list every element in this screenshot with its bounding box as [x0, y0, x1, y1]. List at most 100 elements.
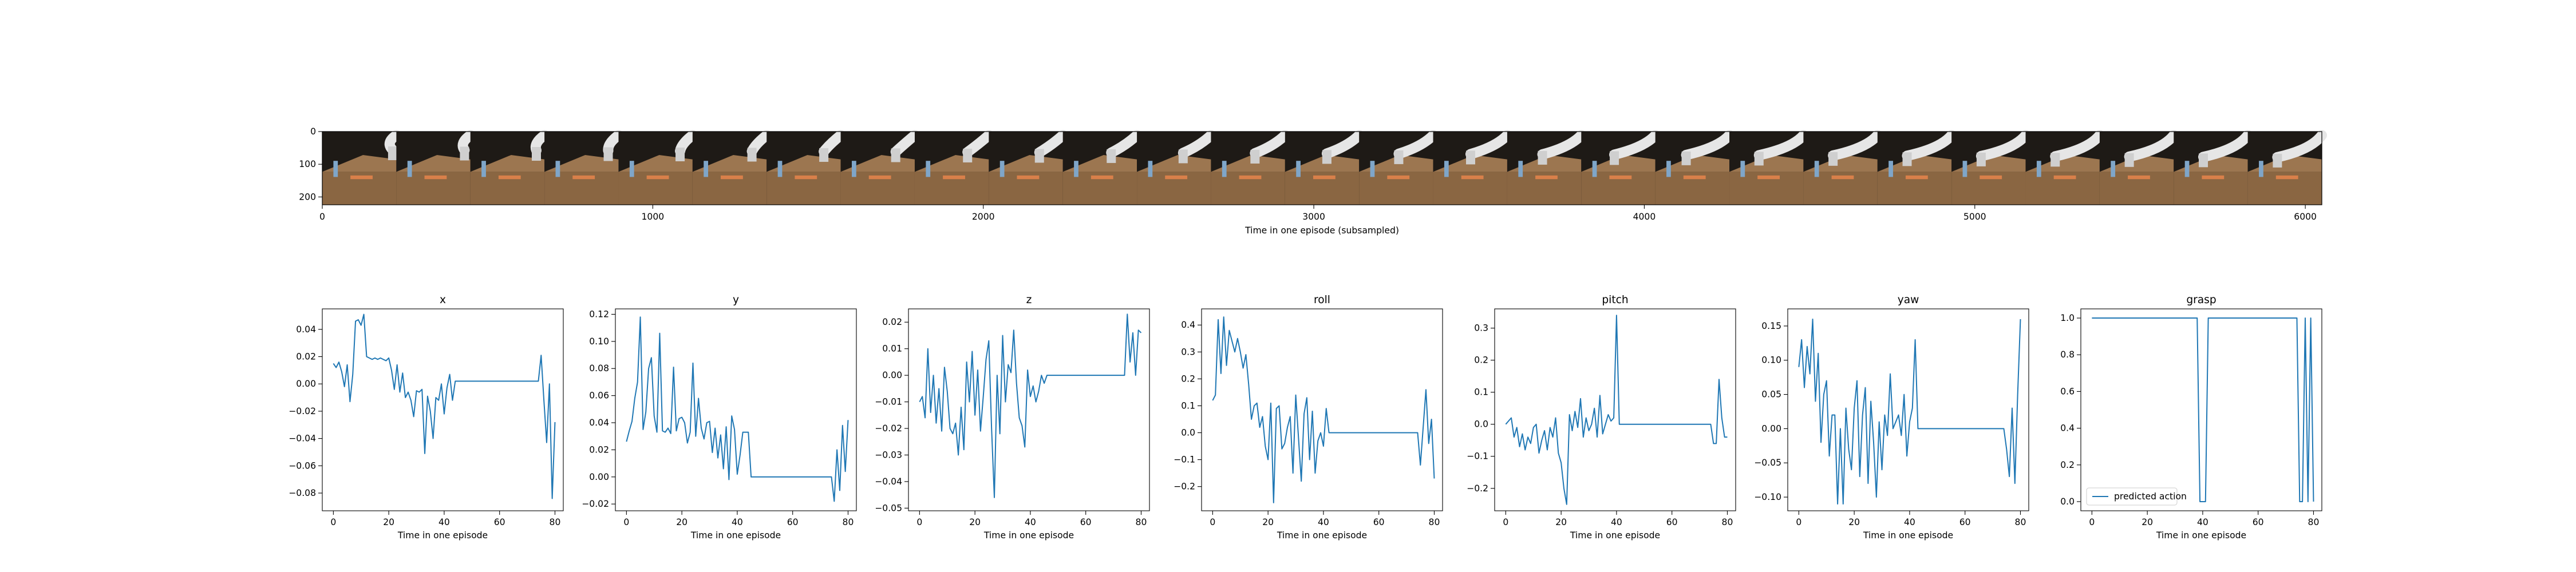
- x-tick-label: 20: [383, 517, 394, 527]
- x-tick-label: 80: [1429, 517, 1440, 527]
- filmstrip-frame: [1285, 130, 1365, 205]
- y-tick-label: 0.04: [296, 324, 316, 335]
- filmstrip-x-tick-label: 6000: [2294, 212, 2317, 222]
- filmstrip-frame: [2174, 130, 2253, 205]
- x-axis-label: Time in one episode: [1863, 530, 1953, 541]
- y-tick-label: −0.2: [1467, 483, 1488, 494]
- filmstrip-frame: [470, 130, 550, 205]
- x-tick-label: 80: [2308, 517, 2320, 527]
- subplot-pitch: pitch 0 20 40 60 80 −0.2 −0.1 0.0 0.1 0.2 0.3 Time i…: [1467, 294, 1736, 541]
- x-tick-label: 40: [1904, 517, 1915, 527]
- series-line: [626, 316, 849, 502]
- series-line: [1798, 318, 2021, 505]
- filmstrip-frame: [989, 130, 1068, 205]
- filmstrip-frame: [1433, 130, 1512, 205]
- y-tick-label: 0.0: [1474, 419, 1488, 430]
- filmstrip-frame: [2247, 130, 2327, 205]
- legend-box: [2086, 487, 2178, 506]
- filmstrip-frame: [618, 130, 698, 205]
- subplot-frame: [1201, 308, 1443, 511]
- x-tick-label: 60: [1373, 517, 1385, 527]
- filmstrip-frame: [1507, 130, 1587, 205]
- filmstrip-x-ticks: 0 1000 2000 3000 4000 5000 6000: [319, 205, 2317, 222]
- x-tick-label: 20: [1848, 517, 1860, 527]
- filmstrip-x-tick-label: 1000: [642, 212, 665, 222]
- y-tick-label: 0.10: [1761, 355, 1781, 366]
- filmstrip-frame: [1137, 130, 1216, 205]
- filmstrip-frame: [1359, 130, 1439, 205]
- x-tick-label: 20: [1262, 517, 1274, 527]
- filmstrip-border: [322, 131, 2322, 205]
- x-axis-label: Time in one episode: [983, 530, 1074, 541]
- x-tick-label: 80: [1136, 517, 1147, 527]
- subplot-title: y: [733, 294, 739, 306]
- y-tick-label: −0.04: [289, 434, 316, 444]
- y-tick-label: −0.02: [875, 423, 902, 434]
- x-tick-label: 80: [843, 517, 854, 527]
- x-tick-label: 20: [2142, 517, 2153, 527]
- filmstrip-frame: [2099, 130, 2179, 205]
- filmstrip-frame: [840, 130, 920, 205]
- filmstrip-frames: [322, 130, 2327, 205]
- filmstrip-frame: [1877, 130, 1957, 205]
- filmstrip-frame: [322, 130, 402, 205]
- y-tick-label: 0.4: [1181, 320, 1195, 330]
- y-tick-label: −0.02: [289, 406, 316, 416]
- x-tick-label: 0: [1503, 517, 1508, 527]
- x-axis-label: Time in one episode: [2156, 530, 2246, 541]
- x-axis-label: Time in one episode: [1570, 530, 1660, 541]
- y-tick-label: 0.0: [2060, 496, 2075, 507]
- y-tick-label: 0.06: [589, 391, 609, 401]
- legend: predicted action: [2086, 487, 2187, 506]
- subplot-title: roll: [1314, 294, 1330, 306]
- y-tick-label: 0.4: [2060, 423, 2075, 434]
- y-tick-label: 0.0: [1181, 428, 1195, 438]
- x-tick-label: 0: [916, 517, 922, 527]
- y-tick-label: −0.02: [582, 499, 609, 509]
- y-tick-label: −0.2: [1174, 482, 1195, 492]
- filmstrip-frame: [2025, 130, 2105, 205]
- filmstrip-frame: [1062, 130, 1143, 205]
- x-tick-label: 60: [2253, 517, 2264, 527]
- filmstrip-x-tick-label: 2000: [972, 212, 995, 222]
- x-tick-label: 60: [787, 517, 799, 527]
- x-tick-label: 0: [623, 517, 629, 527]
- y-tick-label: −0.1: [1174, 455, 1195, 465]
- y-tick-label: −0.03: [875, 450, 902, 460]
- subplot-grasp: grasp 0 20 40 60 80 0.0 0.2 0.4 0.6 0.8 1.0 Time in …: [2060, 294, 2322, 541]
- y-tick-label: 0.6: [2060, 386, 2075, 396]
- y-tick-label: 0.00: [296, 379, 316, 389]
- y-tick-label: 1.0: [2060, 313, 2075, 323]
- x-tick-label: 40: [1318, 517, 1329, 527]
- filmstrip-frame: [1729, 130, 1809, 205]
- y-tick-label: 0.1: [1474, 387, 1488, 398]
- subplot-z: z 0 20 40 60 80 −0.05 −0.04 −0.03 −0.02 −0.01 0.00 0…: [875, 294, 1150, 541]
- x-tick-label: 60: [494, 517, 505, 527]
- y-tick-label: 0.00: [589, 472, 609, 482]
- filmstrip-frame: [1951, 130, 2031, 205]
- filmstrip-frame: [396, 130, 476, 205]
- y-tick-label: −0.1: [1467, 451, 1488, 462]
- x-tick-label: 40: [2197, 517, 2208, 527]
- y-tick-label: 0.15: [1761, 321, 1781, 331]
- y-tick-label: 0.2: [2060, 460, 2075, 470]
- subplot-title: grasp: [2186, 294, 2216, 306]
- subplot-frame: [615, 308, 857, 511]
- y-tick-label: 0.2: [1474, 355, 1488, 366]
- filmstrip-x-tick-label: 4000: [1633, 212, 1656, 222]
- filmstrip-y-tick-label: 100: [299, 159, 316, 169]
- subplot-title: z: [1026, 294, 1032, 306]
- filmstrip-frame: [767, 130, 846, 205]
- y-tick-label: −0.06: [289, 460, 316, 471]
- y-tick-label: −0.08: [289, 488, 316, 498]
- x-tick-label: 20: [1555, 517, 1567, 527]
- x-tick-label: 0: [330, 517, 336, 527]
- subplot-y: y 0 20 40 60 80 −0.02 0.00 0.02 0.04 0.06 0.08 0.10 0…: [582, 294, 857, 541]
- legend-entry: predicted action: [2114, 491, 2187, 502]
- filmstrip-frame: [1803, 130, 1883, 205]
- y-tick-label: 0.02: [882, 317, 902, 327]
- filmstrip-frame: [1211, 130, 1290, 205]
- x-tick-label: 80: [1722, 517, 1733, 527]
- subplot-title: pitch: [1602, 294, 1628, 306]
